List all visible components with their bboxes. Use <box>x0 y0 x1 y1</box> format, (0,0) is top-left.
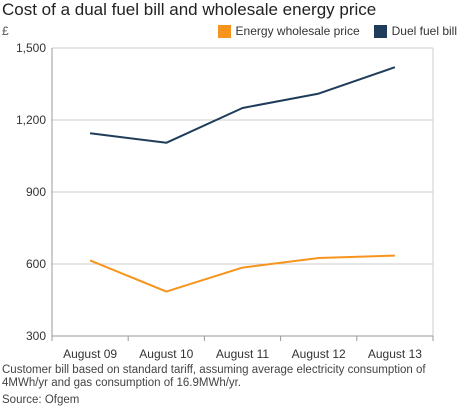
x-tick-label-2: August 11 <box>216 347 269 361</box>
y-tick-label-1200: 1,200 <box>16 113 46 127</box>
y-tick-label-900: 900 <box>26 185 46 199</box>
x-tick-label-1: August 10 <box>139 347 193 361</box>
series-line-0 <box>89 254 395 293</box>
footnote: Customer bill based on standard tariff, … <box>2 364 426 389</box>
y-tick-label-300: 300 <box>26 329 46 343</box>
x-tick-label-0: August 09 <box>63 347 117 361</box>
x-tick-label-4: August 13 <box>368 347 422 361</box>
legend-swatch-wholesale <box>217 24 231 38</box>
y-axis-unit: £ <box>2 24 9 38</box>
series-line-1 <box>89 66 396 144</box>
legend-label-dual-fuel: Duel fuel bill <box>391 24 457 38</box>
legend-item-dual-fuel: Duel fuel bill <box>373 24 457 38</box>
y-tick-label-1500: 1,500 <box>16 41 46 55</box>
source-note: Source: Ofgem <box>2 394 80 406</box>
y-tick-label-600: 600 <box>26 257 46 271</box>
x-tick-label-3: August 12 <box>292 347 346 361</box>
chart-title: Cost of a dual fuel bill and wholesale e… <box>2 0 377 19</box>
legend-label-wholesale: Energy wholesale price <box>235 24 360 38</box>
legend: Energy wholesale price Duel fuel bill <box>204 24 457 38</box>
legend-item-wholesale: Energy wholesale price <box>217 24 360 38</box>
legend-swatch-dual-fuel <box>373 24 387 38</box>
